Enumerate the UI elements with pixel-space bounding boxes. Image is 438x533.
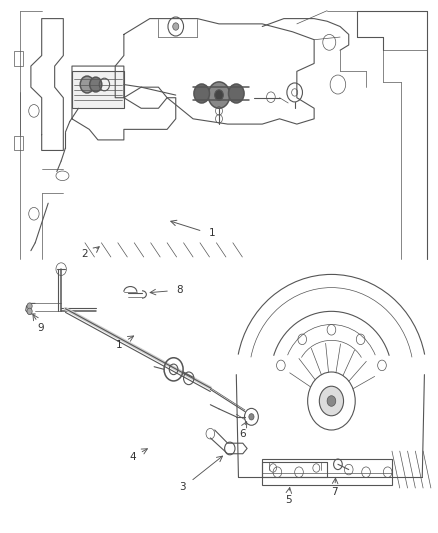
Circle shape (208, 82, 230, 108)
Circle shape (327, 395, 336, 406)
Circle shape (173, 23, 179, 30)
Text: 6: 6 (240, 429, 246, 439)
Text: 7: 7 (332, 487, 338, 497)
Text: 9: 9 (38, 323, 44, 333)
Circle shape (249, 414, 254, 420)
Bar (262, 459, 392, 486)
Circle shape (27, 303, 32, 309)
Circle shape (27, 308, 32, 314)
Circle shape (90, 77, 102, 92)
Text: 3: 3 (179, 482, 186, 492)
Text: 1: 1 (116, 340, 123, 350)
Circle shape (319, 386, 343, 416)
Circle shape (229, 84, 244, 103)
Text: 8: 8 (176, 285, 183, 295)
Circle shape (194, 84, 209, 103)
Bar (14, 136, 23, 150)
Text: 2: 2 (81, 249, 88, 260)
Text: 4: 4 (129, 453, 136, 463)
Circle shape (80, 76, 94, 93)
Bar (72, 71, 124, 108)
Circle shape (215, 90, 223, 100)
Text: 5: 5 (285, 495, 292, 505)
Text: 1: 1 (209, 228, 216, 238)
Bar (14, 51, 23, 66)
